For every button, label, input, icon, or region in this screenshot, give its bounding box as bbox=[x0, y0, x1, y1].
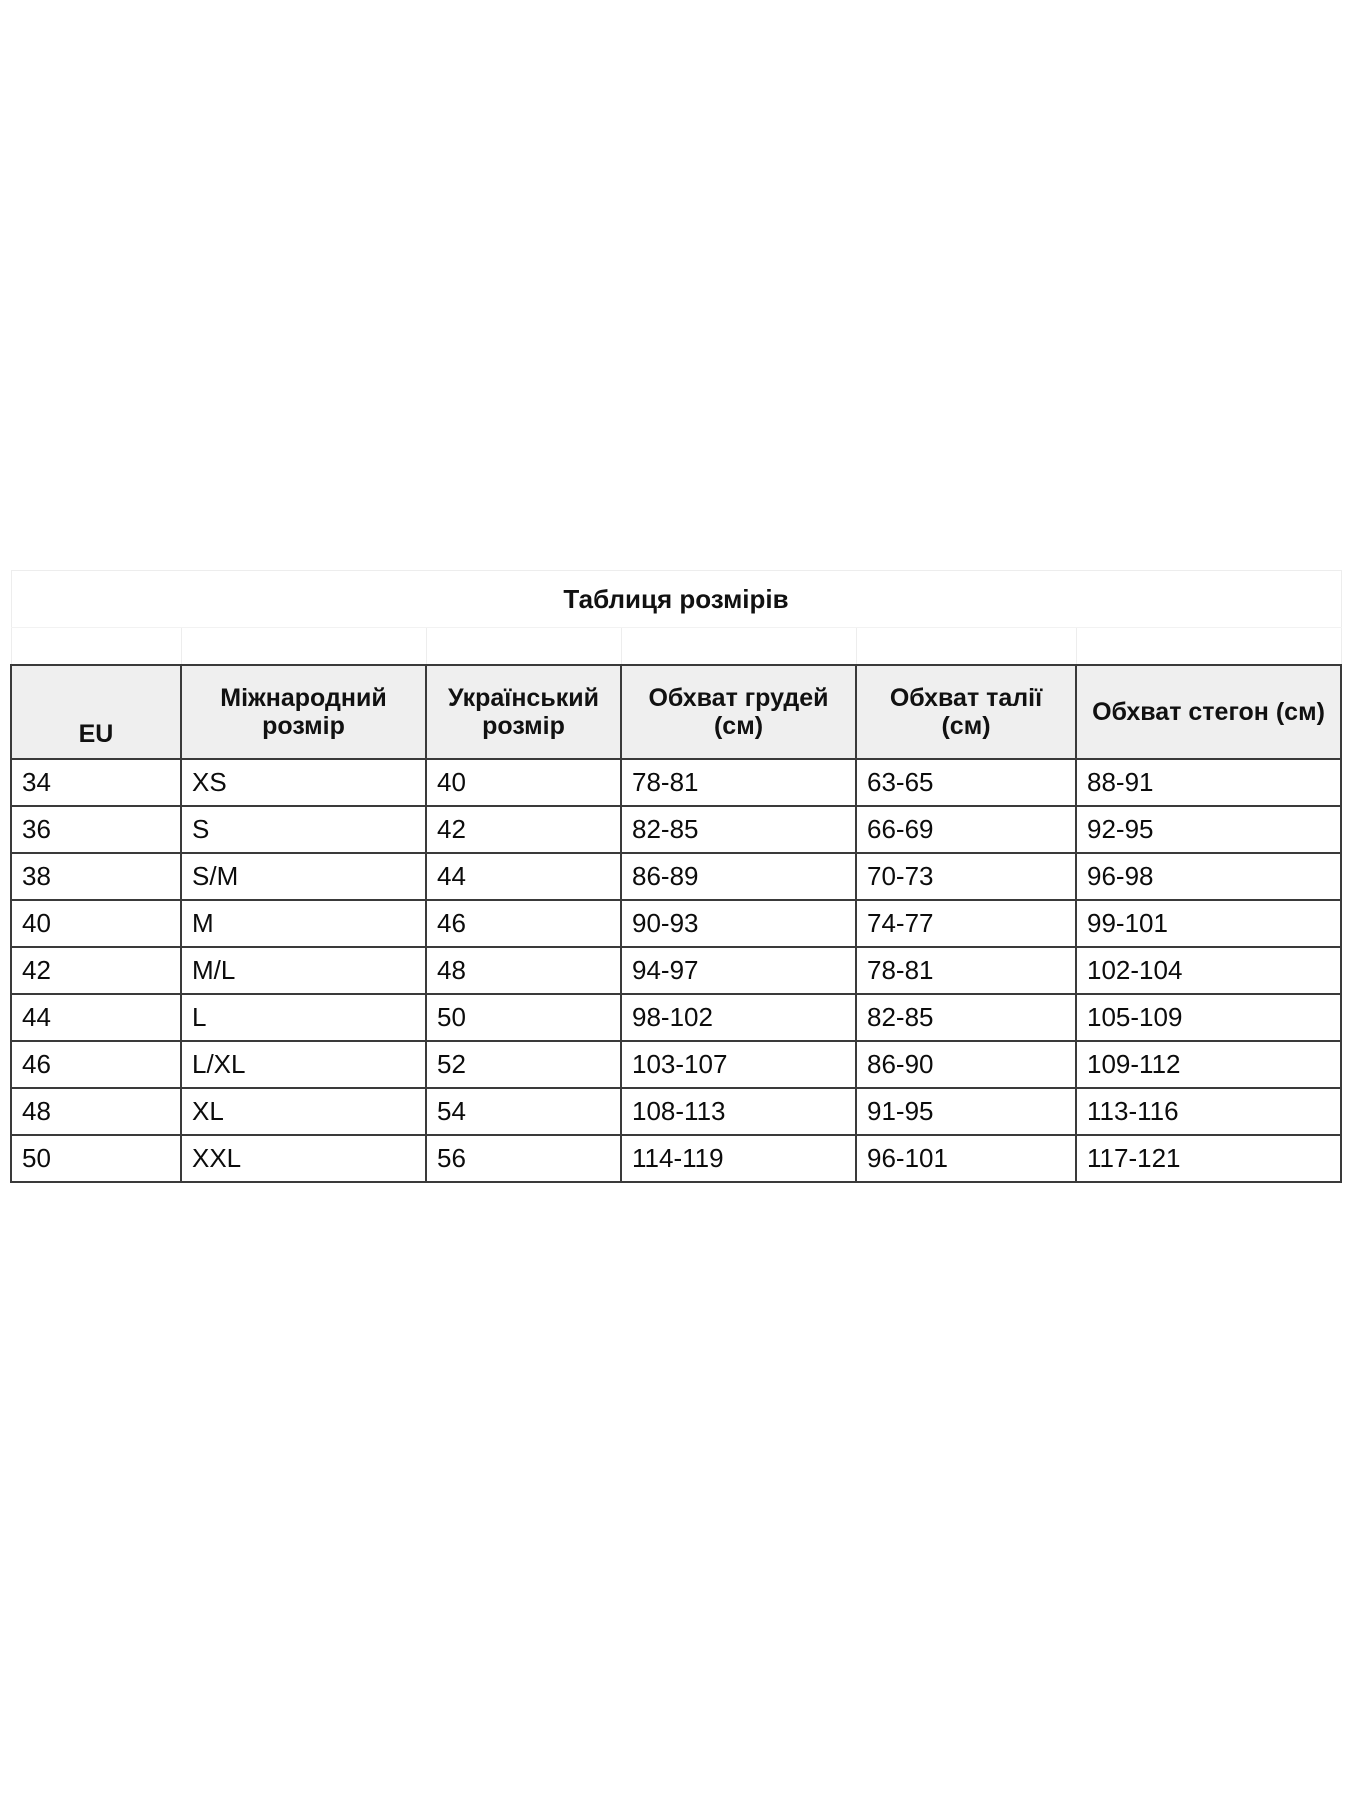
spacer-cell-4 bbox=[620, 627, 857, 665]
cell-intl: L/XL bbox=[180, 1040, 427, 1089]
cell-hips: 102-104 bbox=[1074, 946, 1343, 995]
table-row: 42 M/L 48 94-97 78-81 102-104 bbox=[10, 946, 1343, 995]
cell-intl: S bbox=[180, 805, 427, 854]
cell-eu: 40 bbox=[10, 899, 182, 948]
cell-hips: 117-121 bbox=[1074, 1134, 1343, 1183]
cell-ua: 54 bbox=[425, 1087, 622, 1136]
cell-chest: 98-102 bbox=[620, 993, 857, 1042]
cell-hips: 99-101 bbox=[1074, 899, 1343, 948]
table-row: 50 XXL 56 114-119 96-101 117-121 bbox=[10, 1134, 1343, 1183]
cell-hips: 92-95 bbox=[1074, 805, 1343, 854]
cell-eu: 46 bbox=[10, 1040, 182, 1089]
cell-hips: 105-109 bbox=[1074, 993, 1343, 1042]
table-header-row: EU Міжнародний розмір Український розмір… bbox=[10, 664, 1343, 760]
cell-intl: XL bbox=[180, 1087, 427, 1136]
cell-intl: XS bbox=[180, 758, 427, 807]
cell-intl: XXL bbox=[180, 1134, 427, 1183]
cell-chest: 94-97 bbox=[620, 946, 857, 995]
spacer-cell-3 bbox=[425, 627, 622, 665]
table-body: 34 XS 40 78-81 63-65 88-91 36 S 42 82-85 66-69 92-9… bbox=[10, 758, 1343, 1183]
table-title-row: Таблиця розмірів bbox=[10, 570, 1342, 628]
cell-waist: 66-69 bbox=[855, 805, 1077, 854]
cell-waist: 74-77 bbox=[855, 899, 1077, 948]
cell-chest: 86-89 bbox=[620, 852, 857, 901]
cell-hips: 88-91 bbox=[1074, 758, 1343, 807]
table-title: Таблиця розмірів bbox=[10, 570, 1342, 628]
table-spacer-row bbox=[10, 627, 1342, 665]
cell-waist: 70-73 bbox=[855, 852, 1077, 901]
cell-waist: 96-101 bbox=[855, 1134, 1077, 1183]
table-row: 44 L 50 98-102 82-85 105-109 bbox=[10, 993, 1343, 1042]
cell-chest: 114-119 bbox=[620, 1134, 857, 1183]
column-header-ukrainian-size: Український розмір bbox=[425, 664, 622, 760]
column-header-chest-circumference: Обхват грудей (см) bbox=[620, 664, 857, 760]
cell-eu: 36 bbox=[10, 805, 182, 854]
cell-chest: 90-93 bbox=[620, 899, 857, 948]
column-header-hip-circumference: Обхват стегон (см) bbox=[1074, 664, 1343, 760]
column-header-international-size: Міжнародний розмір bbox=[180, 664, 427, 760]
size-chart-container: Таблиця розмірів EU Міжнародний розмір У… bbox=[10, 570, 1343, 1183]
column-header-waist-circumference: Обхват талії (см) bbox=[855, 664, 1077, 760]
cell-ua: 52 bbox=[425, 1040, 622, 1089]
cell-ua: 48 bbox=[425, 946, 622, 995]
cell-chest: 103-107 bbox=[620, 1040, 857, 1089]
cell-waist: 82-85 bbox=[855, 993, 1077, 1042]
table-row: 40 M 46 90-93 74-77 99-101 bbox=[10, 899, 1343, 948]
cell-eu: 42 bbox=[10, 946, 182, 995]
cell-hips: 96-98 bbox=[1074, 852, 1343, 901]
table-row: 36 S 42 82-85 66-69 92-95 bbox=[10, 805, 1343, 854]
cell-chest: 108-113 bbox=[620, 1087, 857, 1136]
cell-intl: M bbox=[180, 899, 427, 948]
cell-waist: 91-95 bbox=[855, 1087, 1077, 1136]
cell-eu: 38 bbox=[10, 852, 182, 901]
spacer-cell-1 bbox=[10, 627, 182, 665]
table-row: 48 XL 54 108-113 91-95 113-116 bbox=[10, 1087, 1343, 1136]
cell-ua: 46 bbox=[425, 899, 622, 948]
cell-waist: 78-81 bbox=[855, 946, 1077, 995]
cell-intl: L bbox=[180, 993, 427, 1042]
cell-chest: 82-85 bbox=[620, 805, 857, 854]
size-chart-table: Таблиця розмірів EU Міжнародний розмір У… bbox=[10, 570, 1343, 1183]
spacer-cell-2 bbox=[180, 627, 427, 665]
cell-intl: S/M bbox=[180, 852, 427, 901]
cell-eu: 50 bbox=[10, 1134, 182, 1183]
spacer-cell-5 bbox=[855, 627, 1077, 665]
spacer-cell-6 bbox=[1075, 627, 1342, 665]
table-head: Таблиця розмірів EU Міжнародний розмір У… bbox=[10, 570, 1343, 760]
cell-intl: M/L bbox=[180, 946, 427, 995]
cell-ua: 44 bbox=[425, 852, 622, 901]
column-header-eu: EU bbox=[10, 664, 182, 760]
cell-hips: 113-116 bbox=[1074, 1087, 1343, 1136]
table-row: 38 S/M 44 86-89 70-73 96-98 bbox=[10, 852, 1343, 901]
table-row: 34 XS 40 78-81 63-65 88-91 bbox=[10, 758, 1343, 807]
cell-ua: 42 bbox=[425, 805, 622, 854]
cell-waist: 86-90 bbox=[855, 1040, 1077, 1089]
cell-hips: 109-112 bbox=[1074, 1040, 1343, 1089]
cell-ua: 50 bbox=[425, 993, 622, 1042]
cell-eu: 48 bbox=[10, 1087, 182, 1136]
cell-eu: 34 bbox=[10, 758, 182, 807]
cell-ua: 40 bbox=[425, 758, 622, 807]
cell-ua: 56 bbox=[425, 1134, 622, 1183]
cell-eu: 44 bbox=[10, 993, 182, 1042]
cell-waist: 63-65 bbox=[855, 758, 1077, 807]
cell-chest: 78-81 bbox=[620, 758, 857, 807]
table-row: 46 L/XL 52 103-107 86-90 109-112 bbox=[10, 1040, 1343, 1089]
